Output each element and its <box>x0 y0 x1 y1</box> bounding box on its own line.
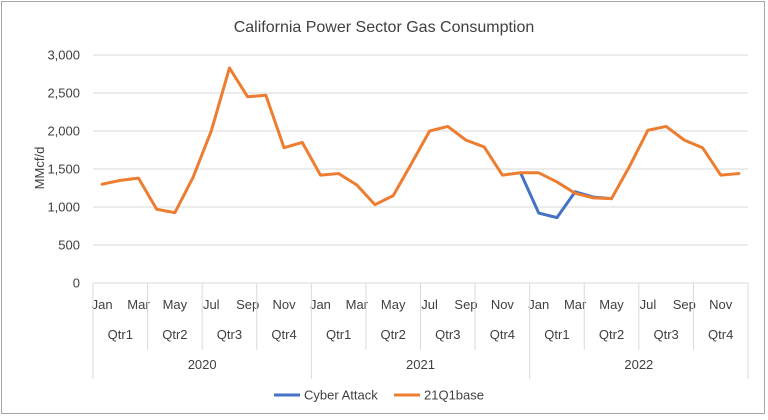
x-tick-label-month: Nov <box>709 297 733 312</box>
x-tick-label-month: Mar <box>346 297 369 312</box>
x-tick-label-quarter: Qtr4 <box>271 327 296 342</box>
x-tick-label-quarter: Qtr2 <box>162 327 187 342</box>
x-tick-label-month: Jan <box>92 297 113 312</box>
x-tick-label-year: 2022 <box>624 357 653 372</box>
y-tick-label: 500 <box>58 238 80 253</box>
legend-label: Cyber Attack <box>304 388 378 403</box>
chart-title: California Power Sector Gas Consumption <box>234 19 535 36</box>
x-tick-label-month: Jul <box>421 297 438 312</box>
x-tick-label-month: Jan <box>528 297 549 312</box>
x-tick-label-month: May <box>163 297 188 312</box>
x-tick-label-month: May <box>599 297 624 312</box>
x-tick-label-quarter: Qtr4 <box>708 327 733 342</box>
x-tick-label-month: Jan <box>310 297 331 312</box>
x-tick-label-month: May <box>381 297 406 312</box>
y-tick-label: 3,000 <box>47 48 80 63</box>
x-tick-label-quarter: Qtr1 <box>326 327 351 342</box>
y-tick-label: 0 <box>73 276 80 291</box>
line-chart: California Power Sector Gas Consumption … <box>32 19 749 403</box>
x-tick-label-year: 2020 <box>188 357 217 372</box>
y-tick-label: 1,000 <box>47 200 80 215</box>
x-tick-label-month: Jul <box>640 297 657 312</box>
x-tick-label-quarter: Qtr1 <box>544 327 569 342</box>
x-tick-label-month: Sep <box>454 297 477 312</box>
x-tick-label-month: Nov <box>272 297 296 312</box>
y-tick-label: 2,500 <box>47 86 80 101</box>
series-line <box>100 66 741 215</box>
y-tick-label: 1,500 <box>47 162 80 177</box>
x-tick-label-month: Mar <box>127 297 150 312</box>
chart-frame: California Power Sector Gas Consumption … <box>1 1 765 414</box>
x-tick-label-quarter: Qtr1 <box>108 327 133 342</box>
x-tick-label-month: Mar <box>564 297 587 312</box>
y-axis-label: MMcf/d <box>32 147 47 190</box>
y-tick-label: 2,000 <box>47 124 80 139</box>
legend-label: 21Q1base <box>424 388 484 403</box>
x-tick-label-month: Sep <box>673 297 696 312</box>
x-tick-label-quarter: Qtr2 <box>381 327 406 342</box>
x-tick-label-quarter: Qtr4 <box>490 327 515 342</box>
x-tick-label-month: Jul <box>203 297 220 312</box>
x-tick-label-quarter: Qtr2 <box>599 327 624 342</box>
legend: Cyber Attack 21Q1base <box>274 388 484 403</box>
x-tick-label-quarter: Qtr3 <box>217 327 242 342</box>
x-tick-label-month: Nov <box>491 297 515 312</box>
x-tick-label-month: Sep <box>236 297 259 312</box>
x-tick-label-quarter: Qtr3 <box>435 327 460 342</box>
x-tick-label-year: 2021 <box>406 357 435 372</box>
x-tick-label-quarter: Qtr3 <box>653 327 678 342</box>
series-line <box>519 171 614 220</box>
